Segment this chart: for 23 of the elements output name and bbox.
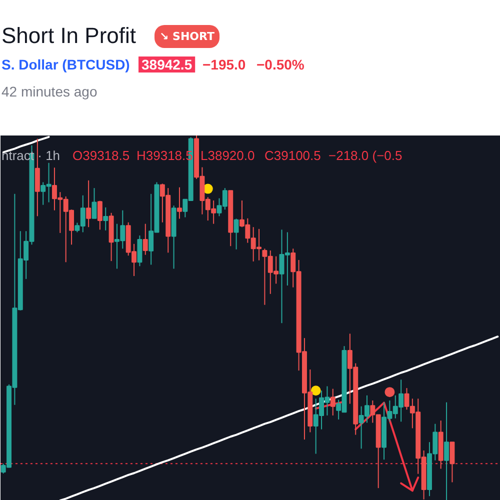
annotation: C39100.5 <box>264 148 321 163</box>
text: 42 minutes ago <box>2 84 98 100</box>
text: 38942.5 <box>142 56 192 72</box>
text: −195.0 <box>202 56 246 72</box>
candlestick <box>86 180 92 228</box>
candlestick <box>444 402 450 500</box>
text: ↘ SHORT <box>160 30 215 43</box>
candlestick <box>142 223 148 256</box>
candlestick <box>330 388 336 416</box>
text: −0.50% <box>256 56 305 72</box>
annotation: L38920.0 <box>200 148 255 163</box>
candlestick <box>137 235 142 267</box>
chart-title: Short In Profit <box>2 23 136 48</box>
candlestick <box>34 138 40 217</box>
candlestick <box>103 206 108 231</box>
candlestick <box>176 186 182 220</box>
candlestick <box>234 218 239 250</box>
annotation: O39318.5 <box>72 148 130 163</box>
candlestick <box>97 200 102 230</box>
annotation: −218.0 (−0.5 <box>328 148 402 163</box>
candlestick <box>450 442 455 483</box>
candlestick <box>92 188 97 219</box>
chart-subtitle: S. Dollar (BTCUSD) <box>2 56 130 72</box>
